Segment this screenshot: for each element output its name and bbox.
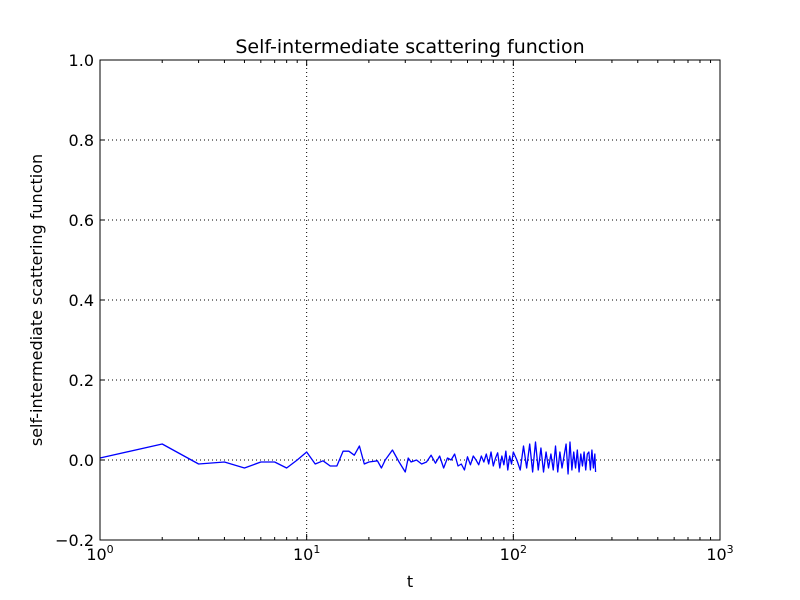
x-axis-label: t bbox=[407, 572, 413, 591]
y-axis-label: self-intermediate scattering function bbox=[27, 154, 46, 446]
x-tick-label: 101 bbox=[293, 543, 320, 564]
x-tick-label: 102 bbox=[500, 543, 527, 564]
y-tick-label: 0.8 bbox=[69, 131, 94, 150]
x-tick-label-exponent: 3 bbox=[727, 543, 734, 556]
y-tick-label: 0.4 bbox=[69, 291, 94, 310]
y-tick-label: −0.2 bbox=[55, 531, 94, 550]
x-tick-label-exponent: 1 bbox=[313, 543, 320, 556]
y-tick-label: 0.0 bbox=[69, 451, 94, 470]
y-tick-label: 1.0 bbox=[69, 51, 94, 70]
x-tick-label: 100 bbox=[86, 543, 113, 564]
series-lines bbox=[99, 441, 597, 475]
axis-ticks bbox=[99, 59, 721, 541]
chart-title: Self-intermediate scattering function bbox=[235, 36, 584, 58]
x-tick-label-base: 10 bbox=[706, 545, 726, 564]
y-tick-label: 0.2 bbox=[69, 371, 94, 390]
series-line bbox=[99, 441, 597, 475]
y-tick-labels: −0.2 0.0 0.2 0.4 0.6 0.8 1.0 bbox=[55, 51, 94, 550]
y-tick-label: 0.6 bbox=[69, 211, 94, 230]
x-tick-label-exponent: 2 bbox=[520, 543, 527, 556]
x-tick-label-exponent: 0 bbox=[107, 543, 114, 556]
x-tick-label: 103 bbox=[706, 543, 733, 564]
x-tick-labels: 100 101 102 103 bbox=[86, 543, 733, 564]
x-tick-label-base: 10 bbox=[86, 545, 106, 564]
x-tick-label-base: 10 bbox=[293, 545, 313, 564]
x-tick-label-base: 10 bbox=[500, 545, 520, 564]
